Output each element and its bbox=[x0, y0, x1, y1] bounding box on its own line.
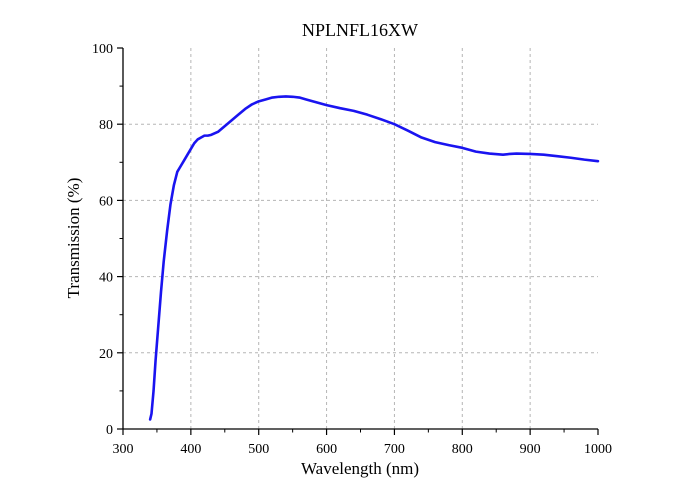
y-tick-label: 20 bbox=[99, 347, 113, 362]
x-tick-label: 600 bbox=[316, 442, 337, 457]
y-tick-label: 60 bbox=[99, 194, 113, 209]
axes bbox=[122, 48, 598, 430]
tick-marks bbox=[117, 47, 599, 435]
grid-lines bbox=[123, 48, 598, 429]
y-tick-label: 100 bbox=[92, 42, 113, 57]
y-tick-labels: 0 20 40 60 80 100 bbox=[92, 42, 113, 438]
x-tick-label: 400 bbox=[180, 442, 201, 457]
x-tick-label: 1000 bbox=[584, 442, 612, 457]
y-tick-label: 80 bbox=[99, 118, 113, 133]
y-tick-label: 0 bbox=[106, 423, 113, 438]
chart-title: NPLNFL16XW bbox=[302, 20, 418, 40]
y-axis-label: Transmission (%) bbox=[64, 178, 83, 299]
series-layer bbox=[148, 95, 600, 421]
x-tick-labels: 300 400 500 600 700 800 900 1000 bbox=[113, 442, 613, 457]
x-tick-label: 300 bbox=[113, 442, 134, 457]
transmission-line bbox=[148, 95, 600, 421]
x-tick-label: 800 bbox=[452, 442, 473, 457]
x-tick-label: 500 bbox=[248, 442, 269, 457]
y-tick-label: 40 bbox=[99, 271, 113, 286]
x-tick-label: 700 bbox=[384, 442, 405, 457]
x-tick-label: 900 bbox=[520, 442, 541, 457]
x-axis-label: Wavelength (nm) bbox=[301, 459, 419, 478]
